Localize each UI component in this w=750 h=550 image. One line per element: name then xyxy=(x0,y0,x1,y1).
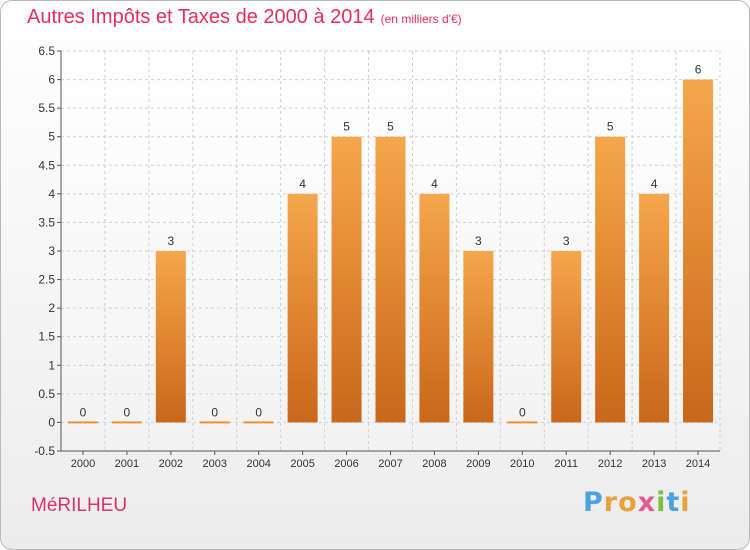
x-tick-label: 2007 xyxy=(378,458,402,470)
y-tick-label: 6 xyxy=(48,73,55,87)
data-label: 4 xyxy=(431,177,438,191)
y-tick-label: 6.5 xyxy=(38,44,55,58)
logo-letter: o xyxy=(618,487,638,518)
y-tick-label: 3 xyxy=(48,244,55,258)
x-tick-label: 2014 xyxy=(686,458,710,470)
y-tick-label: 1.5 xyxy=(38,330,55,344)
bar xyxy=(463,251,494,423)
y-tick-label: 5.5 xyxy=(38,101,55,115)
logo-letter: x xyxy=(637,487,657,518)
bar xyxy=(199,421,230,424)
y-tick-label: 5 xyxy=(48,130,55,144)
x-tick-label: 2003 xyxy=(203,458,227,470)
logo-letter: i xyxy=(656,487,667,518)
logo-letter: r xyxy=(603,487,619,518)
data-label: 4 xyxy=(299,177,306,191)
y-tick-label: 1 xyxy=(48,358,55,372)
bar xyxy=(375,136,406,423)
logo-letter: P xyxy=(583,487,604,518)
x-tick-label: 2005 xyxy=(290,458,314,470)
bar xyxy=(155,251,186,423)
x-tick-label: 2001 xyxy=(115,458,139,470)
bar xyxy=(243,421,274,424)
y-tick-label: 0.5 xyxy=(38,387,55,401)
x-tick-label: 2004 xyxy=(246,458,270,470)
bar xyxy=(551,251,582,423)
x-tick-label: 2000 xyxy=(71,458,95,470)
x-tick-label: 2008 xyxy=(422,458,446,470)
unit-label: (en milliers d'€) xyxy=(380,12,462,26)
data-label: 5 xyxy=(607,120,614,134)
bar xyxy=(683,79,714,423)
x-tick-label: 2013 xyxy=(642,458,666,470)
x-tick-label: 2011 xyxy=(554,458,578,470)
title-text: Autres Impôts et Taxes de 2000 à 2014 xyxy=(27,6,375,28)
chart-title: Autres Impôts et Taxes de 2000 à 2014 (en… xyxy=(27,6,462,29)
data-label: 3 xyxy=(475,234,482,248)
x-tick-label: 2012 xyxy=(598,458,622,470)
data-label: 0 xyxy=(255,405,262,419)
data-label: 6 xyxy=(695,63,702,77)
bar xyxy=(595,136,626,423)
place-name: MéRILHEU xyxy=(31,495,128,516)
data-label: 0 xyxy=(124,405,131,419)
y-tick-label: 0 xyxy=(48,415,55,429)
bar xyxy=(331,136,362,423)
x-tick-label: 2010 xyxy=(510,458,534,470)
logo-letter: i xyxy=(680,487,691,518)
bar xyxy=(419,193,450,423)
data-label: 4 xyxy=(651,177,658,191)
bar xyxy=(111,421,142,424)
data-label: 0 xyxy=(80,405,87,419)
data-label: 3 xyxy=(563,234,570,248)
y-tick-label: 4 xyxy=(48,187,55,201)
y-tick-label: 2 xyxy=(48,301,55,315)
bar xyxy=(507,421,538,424)
x-tick-label: 2002 xyxy=(159,458,183,470)
data-label: 0 xyxy=(211,405,218,419)
data-label: 5 xyxy=(387,120,394,134)
y-tick-label: -0.5 xyxy=(34,444,55,458)
bar xyxy=(67,421,98,424)
y-tick-label: 2.5 xyxy=(38,273,55,287)
data-label: 0 xyxy=(519,405,526,419)
x-tick-label: 2006 xyxy=(334,458,358,470)
proxiti-logo[interactable]: Proxiti xyxy=(583,487,691,518)
data-label: 3 xyxy=(167,234,174,248)
logo-letter: t xyxy=(666,487,681,518)
y-tick-label: 3.5 xyxy=(38,215,55,229)
y-tick-label: 4.5 xyxy=(38,158,55,172)
bar xyxy=(287,193,318,423)
bar xyxy=(639,193,670,423)
data-label: 5 xyxy=(343,120,350,134)
x-tick-label: 2009 xyxy=(466,458,490,470)
